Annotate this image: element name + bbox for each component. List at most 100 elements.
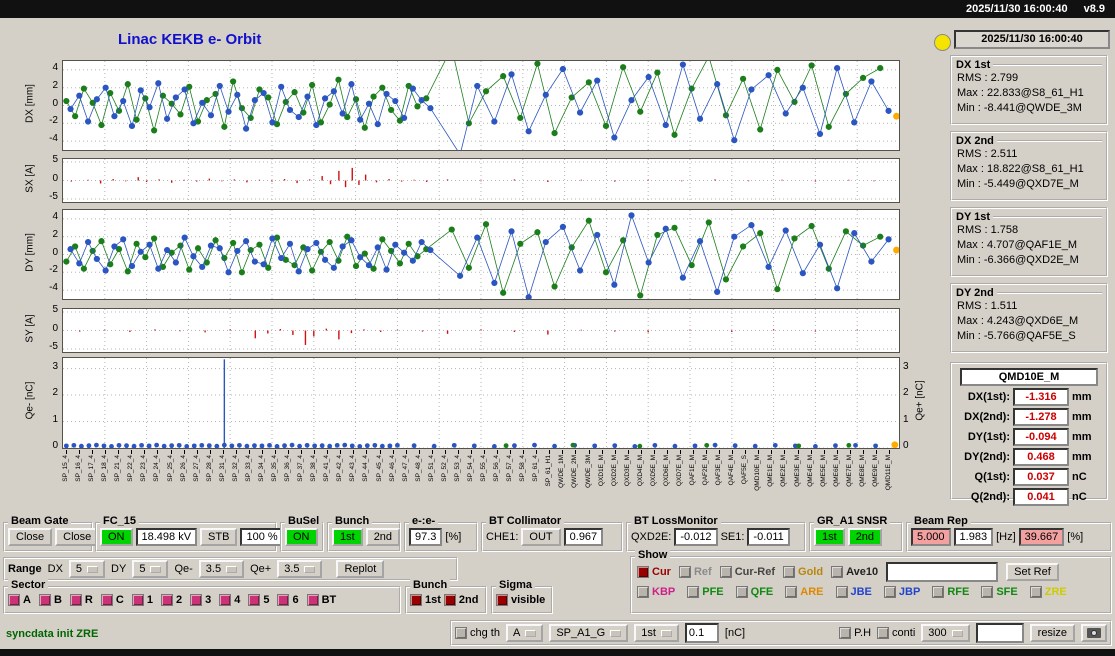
checkbox-icon — [100, 594, 113, 606]
checkbox-icon — [831, 566, 844, 578]
qmd-row: Q(2nd): 0.041 nC — [954, 488, 1104, 506]
sector-checkbox-6[interactable]: 6 — [277, 594, 299, 606]
beam-gate-close-button-2[interactable]: Close — [55, 528, 100, 546]
x-axis-label: SP_25_4 — [166, 455, 174, 482]
conti-checkbox[interactable]: conti — [877, 627, 915, 639]
bunch-2nd-button[interactable]: 2nd — [365, 528, 401, 546]
count-input[interactable] — [975, 623, 1024, 643]
page-title: Linac KEKB e- Orbit — [118, 31, 262, 48]
x-tick-mark — [275, 450, 276, 454]
x-tick-mark — [327, 450, 329, 454]
bunch-checkbox-2nd[interactable]: 2nd — [443, 594, 478, 606]
show-checkbox-qfe[interactable]: QFE — [735, 586, 773, 598]
show-checkbox-kbp[interactable]: KBP — [637, 586, 675, 598]
bt-lossmonitor-title: BT LossMonitor — [631, 515, 721, 527]
range-dy-select[interactable]: 5 — [132, 560, 169, 578]
qe-axis-label-right: Qe+ [nC] — [914, 380, 926, 421]
dropdown-indicator-icon — [304, 565, 316, 573]
x-axis-label: SP_17_4 — [88, 455, 96, 482]
sector-checkbox-3[interactable]: 3 — [190, 594, 211, 606]
fc15-on-button[interactable]: ON — [100, 528, 133, 546]
resize-button[interactable]: resize — [1029, 624, 1075, 642]
bunch-filter-title: Bunch — [410, 579, 451, 591]
show-checkbox-cur-ref[interactable]: Cur-Ref — [719, 566, 775, 578]
sector-checkbox-row: A B R C 1 2 3 4 5 6 BT — [5, 588, 399, 612]
x-tick-mark — [497, 450, 499, 454]
stat-group-dy-1st: DY 1st RMS : 1.758 Max : 4.707@QAF1E_M Min … — [950, 207, 1108, 277]
qmd-row-value: 0.041 — [1013, 488, 1069, 506]
sector-a-select[interactable]: A — [505, 624, 544, 642]
bpm-select[interactable]: SP_A1_G — [549, 624, 629, 642]
qe-y-tick: 3 — [52, 360, 58, 372]
beam-gate-close-button-1[interactable]: Close — [8, 528, 53, 546]
show-checkbox-gold[interactable]: Gold — [783, 566, 823, 578]
ph-checkbox[interactable]: P.H — [839, 627, 871, 639]
qmd-row: DY(2nd): 0.468 mm — [954, 448, 1104, 466]
show-checkbox-rfe[interactable]: RFE — [932, 586, 969, 598]
chg-th-checkbox[interactable]: chg th — [455, 627, 500, 639]
checkbox-label: visible — [511, 594, 546, 606]
x-axis-label: SP_37_4 — [297, 455, 305, 482]
x-axis-label: SP_27_4 — [192, 455, 200, 482]
x-tick-mark — [248, 450, 250, 454]
stat-line: RMS : 2.511 — [957, 148, 1018, 160]
show-checkbox-sfe[interactable]: SFE — [981, 586, 1018, 598]
show-checkbox-ref[interactable]: Ref — [678, 566, 712, 578]
checkbox-label: PFE — [702, 586, 724, 598]
show-checkbox-zre[interactable]: ZRE — [1029, 586, 1067, 598]
stat-line: Max : 4.707@QAF1E_M — [957, 239, 1077, 251]
qe-y-tick-right: 0 — [903, 440, 909, 451]
gr-a1-1st-button[interactable]: 1st — [814, 528, 845, 546]
qmd-row-label: DY(2nd): — [964, 451, 1010, 463]
busel-on-button[interactable]: ON — [285, 528, 318, 546]
sector-checkbox-b[interactable]: B — [38, 594, 62, 606]
checkbox-label: 4 — [234, 594, 241, 606]
titlebar-version: v8.9 — [1083, 3, 1105, 15]
replot-button[interactable]: Replot — [336, 560, 385, 578]
sector-checkbox-4[interactable]: 4 — [219, 594, 240, 606]
gr-a1-2nd-button[interactable]: 2nd — [847, 528, 883, 546]
qmd-row-label: Q(1st): — [974, 471, 1010, 483]
range-qem-select[interactable]: 3.5 — [198, 560, 245, 578]
x-axis-label: QXD6E_M — [662, 455, 670, 487]
x-axis-label: QME6E_M — [832, 455, 840, 487]
sector-checkbox-5[interactable]: 5 — [248, 594, 269, 606]
x-tick-mark — [627, 450, 629, 454]
show-checkbox-ave10[interactable]: Ave10 — [831, 566, 878, 578]
sector-checkbox-1[interactable]: 1 — [131, 594, 153, 606]
show-checkbox-jbp[interactable]: JBP — [883, 586, 920, 598]
qmd-title: QMD10E_M — [960, 368, 1098, 386]
sigma-checkbox-visible[interactable]: visible — [496, 594, 545, 606]
x-tick-mark — [888, 450, 890, 454]
x-axis-label: SP_47_4 — [401, 455, 409, 482]
show-checkbox-jbe[interactable]: JBE — [835, 586, 872, 598]
sector-checkbox-bt[interactable]: BT — [306, 594, 336, 606]
bunch-order-select[interactable]: 1st — [634, 624, 679, 642]
x-axis-label: QME4E_M — [806, 455, 814, 487]
che1-out-button[interactable]: OUT — [521, 528, 561, 546]
sector-checkbox-r[interactable]: R — [69, 594, 93, 606]
bunch-1st-button[interactable]: 1st — [332, 528, 363, 546]
show-checkbox-pfe[interactable]: PFE — [687, 586, 724, 598]
interval-select[interactable]: 300 — [921, 624, 970, 642]
ee-ratio-title: e-:e- — [409, 515, 439, 527]
ref-file-input[interactable] — [886, 562, 999, 582]
fc15-stb-button[interactable]: STB — [200, 528, 238, 546]
snapshot-button[interactable] — [1081, 624, 1107, 642]
sector-checkbox-c[interactable]: C — [100, 594, 124, 606]
status-light — [934, 34, 951, 51]
show-checkbox-are[interactable]: ARE — [785, 586, 824, 598]
threshold-input[interactable] — [684, 623, 719, 643]
checkbox-label: 1 — [146, 594, 153, 606]
x-axis-label: SP_38_4 — [310, 455, 318, 482]
sector-checkbox-a[interactable]: A — [8, 594, 31, 606]
bunch-select-group: Bunch 1st 2nd — [327, 515, 401, 552]
range-qep-select[interactable]: 3.5 — [277, 560, 323, 578]
bunch-checkbox-1st[interactable]: 1st — [410, 594, 441, 606]
show-checkbox-cur[interactable]: Cur — [637, 566, 671, 578]
x-tick-mark — [431, 450, 433, 454]
range-dx-select[interactable]: 5 — [68, 560, 106, 578]
sector-checkbox-2[interactable]: 2 — [160, 594, 182, 606]
checkbox-icon — [637, 566, 649, 578]
set-ref-button[interactable]: Set Ref — [1006, 563, 1059, 581]
